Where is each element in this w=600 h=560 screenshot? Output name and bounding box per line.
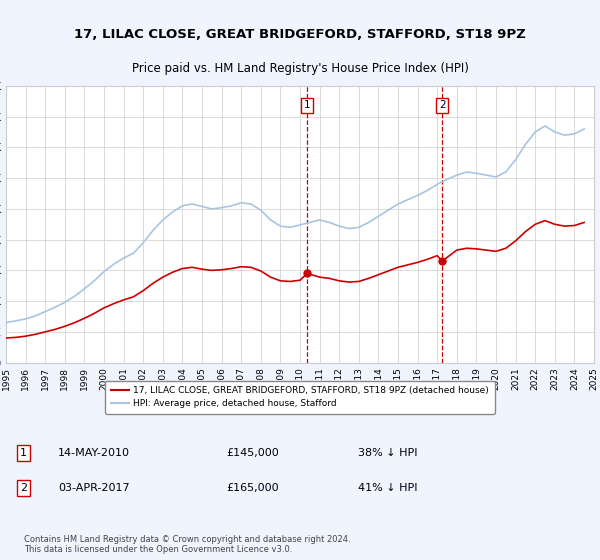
Text: 2: 2 (439, 100, 445, 110)
Legend: 17, LILAC CLOSE, GREAT BRIDGEFORD, STAFFORD, ST18 9PZ (detached house), HPI: Ave: 17, LILAC CLOSE, GREAT BRIDGEFORD, STAFF… (106, 380, 494, 414)
Text: Contains HM Land Registry data © Crown copyright and database right 2024.
This d: Contains HM Land Registry data © Crown c… (23, 535, 350, 554)
Text: 03-APR-2017: 03-APR-2017 (58, 483, 130, 493)
Text: £145,000: £145,000 (227, 448, 280, 458)
Text: 17, LILAC CLOSE, GREAT BRIDGEFORD, STAFFORD, ST18 9PZ: 17, LILAC CLOSE, GREAT BRIDGEFORD, STAFF… (74, 27, 526, 40)
Text: Price paid vs. HM Land Registry's House Price Index (HPI): Price paid vs. HM Land Registry's House … (131, 62, 469, 75)
Text: 38% ↓ HPI: 38% ↓ HPI (358, 448, 418, 458)
Text: £165,000: £165,000 (227, 483, 279, 493)
Text: 2: 2 (20, 483, 27, 493)
Text: 14-MAY-2010: 14-MAY-2010 (58, 448, 130, 458)
Text: 41% ↓ HPI: 41% ↓ HPI (358, 483, 418, 493)
Text: 1: 1 (304, 100, 311, 110)
Text: 1: 1 (20, 448, 27, 458)
